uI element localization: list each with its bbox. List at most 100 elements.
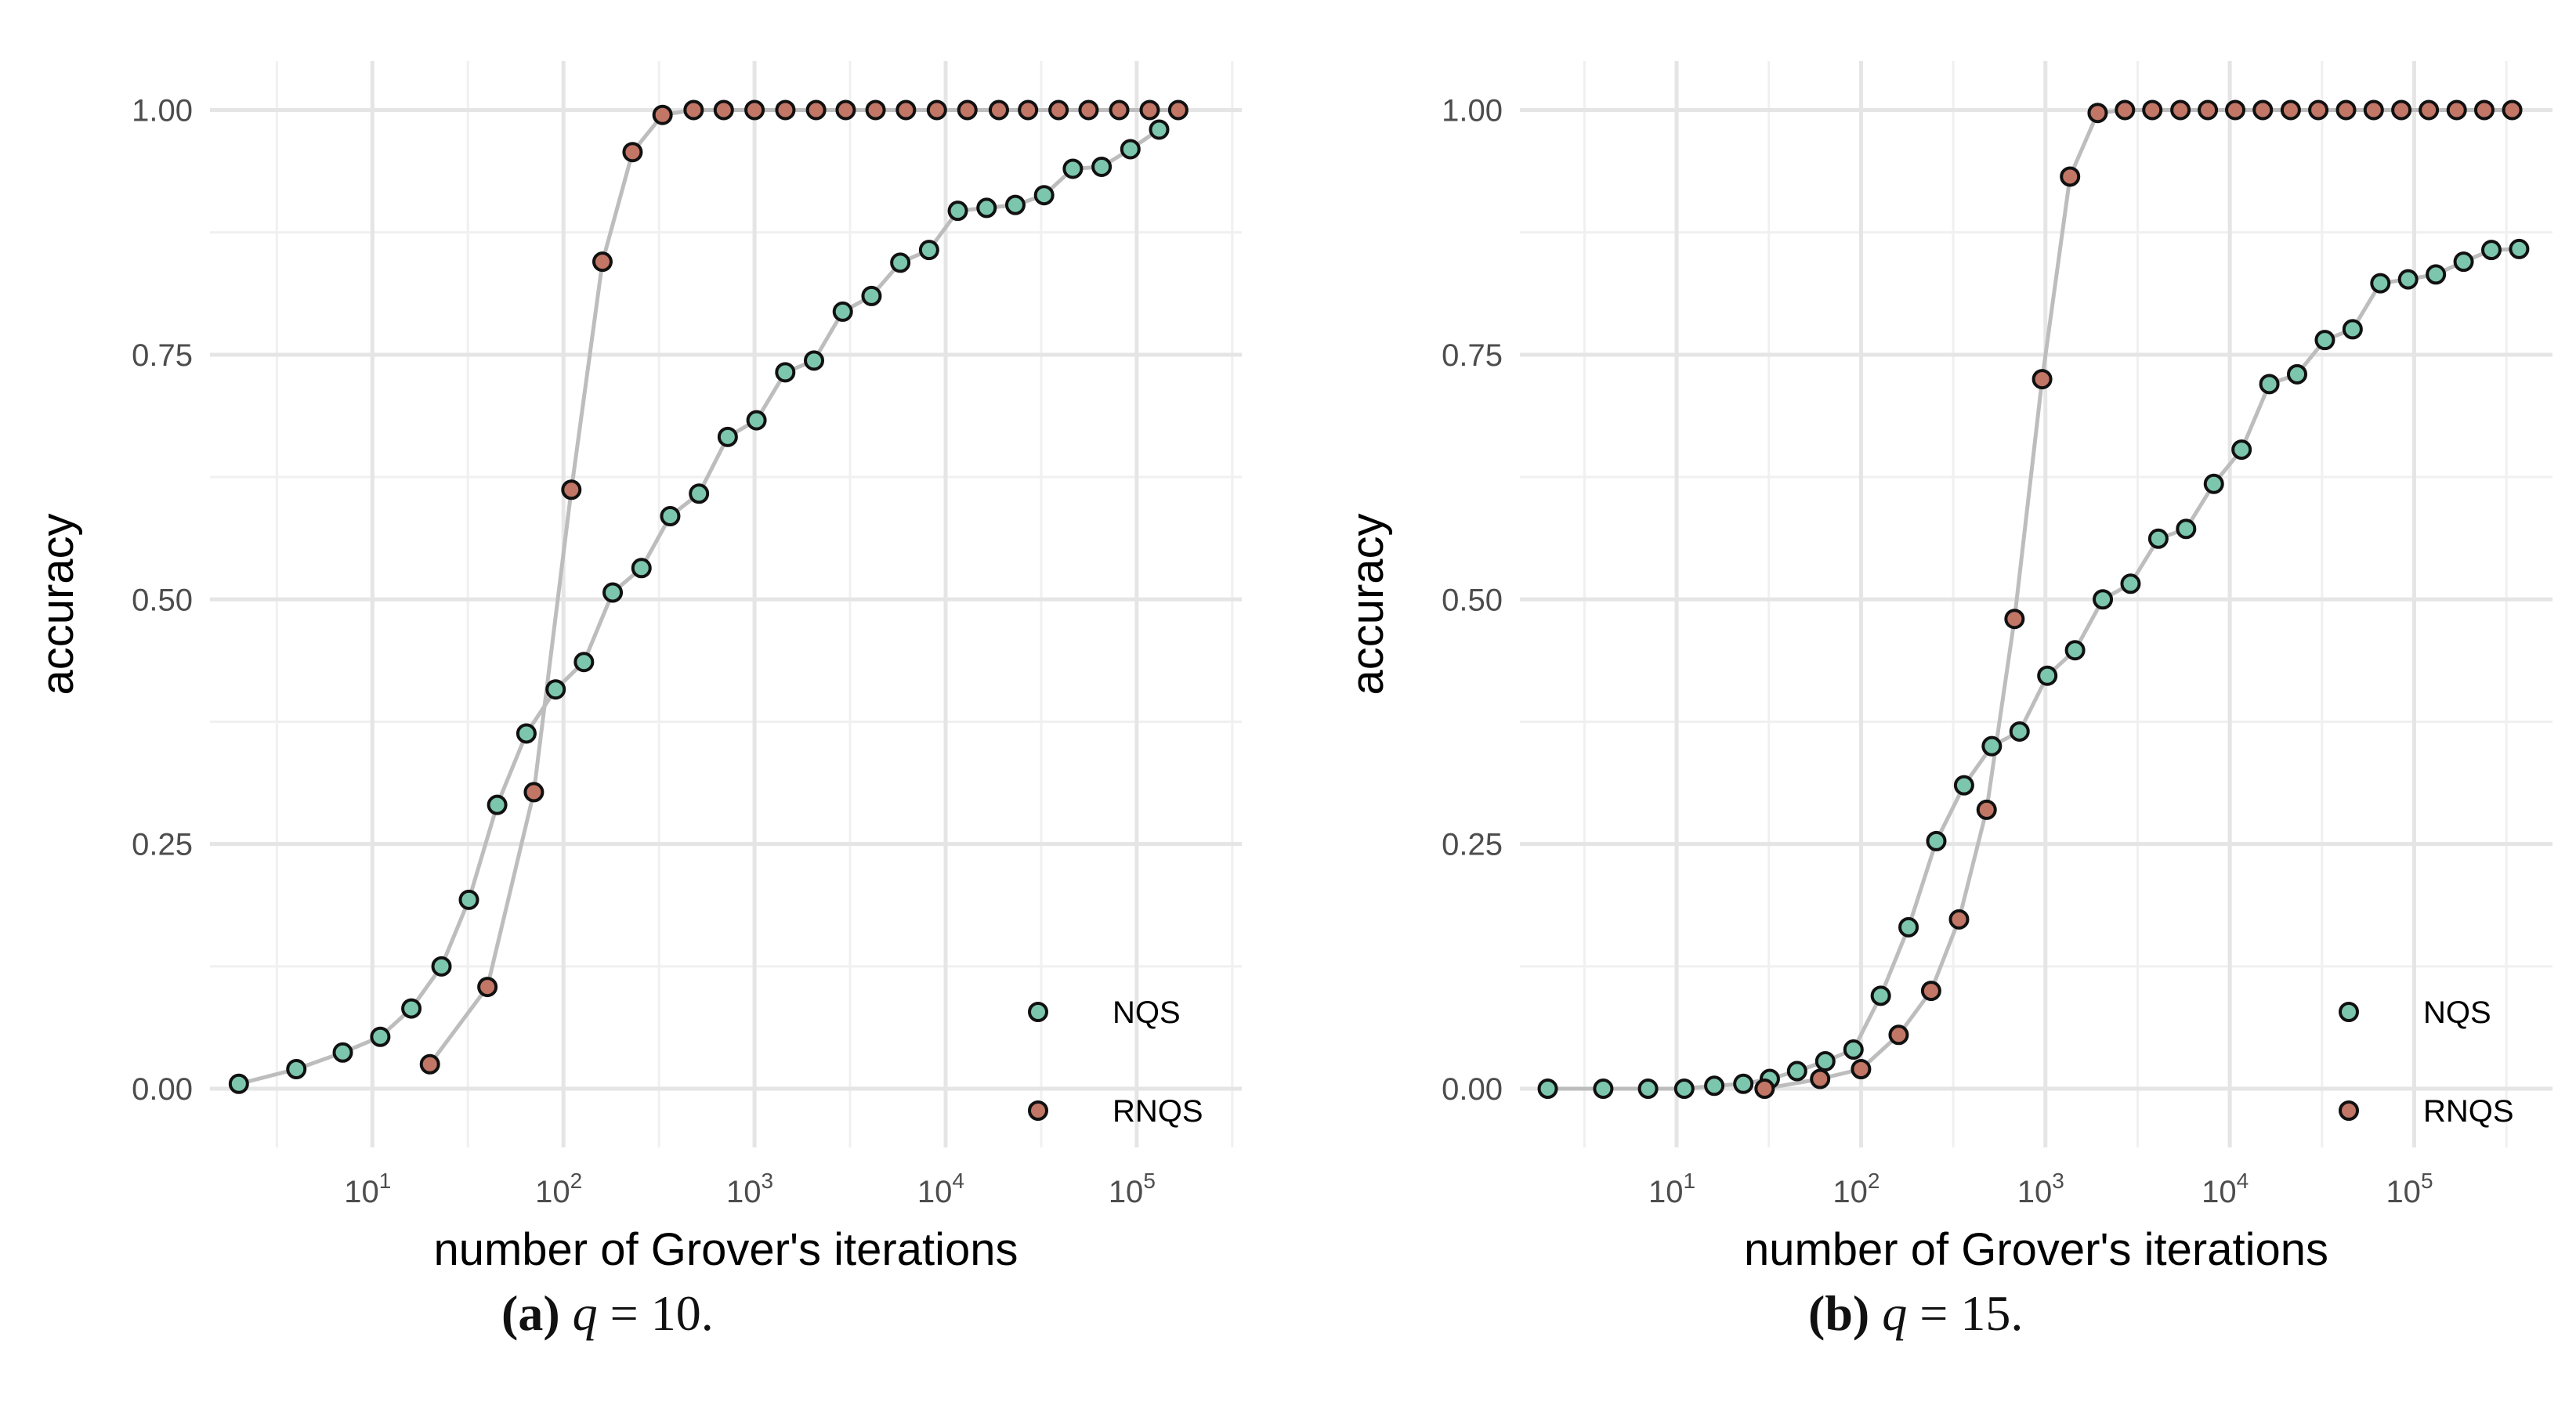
data-point-nqs xyxy=(1843,1039,1864,1060)
data-point-rnqs xyxy=(1948,909,1970,930)
legend-key-nqs xyxy=(1028,1002,1048,1022)
data-point-nqs xyxy=(228,1073,249,1094)
data-point-rnqs xyxy=(2115,99,2136,121)
data-point-nqs xyxy=(1786,1060,1807,1082)
caption-b-var: q xyxy=(1882,1285,1908,1341)
data-point-rnqs xyxy=(2225,99,2246,121)
data-point-nqs xyxy=(2064,640,2086,661)
data-point-rnqs xyxy=(2363,99,2384,121)
data-point-nqs xyxy=(2480,240,2502,261)
data-point-nqs xyxy=(1120,139,1141,160)
data-point-nqs xyxy=(2147,528,2169,549)
data-point-rnqs xyxy=(419,1053,440,1075)
legend-label-rnqs: RNQS xyxy=(2423,1094,2514,1129)
x-tick-label: 104 xyxy=(917,1169,964,1209)
data-point-nqs xyxy=(1704,1075,1725,1097)
data-point-nqs xyxy=(2259,374,2280,395)
series-line-nqs xyxy=(1547,247,2520,1091)
caption-b-eq: = 15. xyxy=(1907,1285,2024,1341)
data-point-rnqs xyxy=(1888,1024,1909,1046)
x-tick-label: 103 xyxy=(2017,1169,2064,1209)
data-point-nqs xyxy=(918,240,939,261)
data-point-nqs xyxy=(890,252,911,273)
data-point-nqs xyxy=(2397,269,2419,290)
data-point-rnqs xyxy=(2087,103,2108,124)
data-point-nqs xyxy=(545,679,566,700)
data-point-rnqs xyxy=(477,977,498,998)
data-point-rnqs xyxy=(523,782,545,803)
data-point-nqs xyxy=(1733,1073,1754,1094)
caption-a: (a) q = 10. xyxy=(501,1285,714,1342)
data-point-nqs xyxy=(2093,589,2114,610)
data-point-nqs xyxy=(1149,119,1170,140)
x-tick-label: 102 xyxy=(1833,1169,1880,1209)
data-point-rnqs xyxy=(561,479,582,500)
x-tick-label: 105 xyxy=(2386,1169,2433,1209)
data-point-nqs xyxy=(1673,1079,1695,1100)
y-tick-label: 0.00 xyxy=(132,1072,193,1107)
data-point-rnqs xyxy=(2004,609,2025,630)
caption-a-eq: = 10. xyxy=(597,1285,714,1341)
legend-key-nqs xyxy=(2339,1002,2359,1022)
data-point-rnqs xyxy=(775,99,796,121)
data-point-rnqs xyxy=(652,104,673,125)
data-point-nqs xyxy=(1637,1079,1659,1100)
data-point-nqs xyxy=(332,1042,353,1063)
data-point-nqs xyxy=(2287,363,2308,385)
data-point-nqs xyxy=(1926,830,1947,851)
x-tick-label: 103 xyxy=(726,1169,773,1209)
x-axis-title: number of Grover's iterations xyxy=(433,1224,1018,1275)
legend-label-nqs: NQS xyxy=(1113,995,1181,1030)
data-point-nqs xyxy=(2370,273,2391,294)
data-point-rnqs xyxy=(2170,99,2191,121)
data-point-rnqs xyxy=(744,99,765,121)
data-point-nqs xyxy=(2231,439,2252,461)
data-point-rnqs xyxy=(2502,99,2523,121)
y-tick-label: 0.00 xyxy=(1442,1072,1503,1107)
data-point-nqs xyxy=(2426,264,2447,285)
data-point-rnqs xyxy=(1078,99,1099,121)
data-point-rnqs xyxy=(1018,99,1039,121)
data-point-rnqs xyxy=(1920,981,1941,1002)
data-point-rnqs xyxy=(865,99,886,121)
data-point-nqs xyxy=(286,1059,307,1080)
data-point-nqs xyxy=(2453,251,2474,273)
data-point-rnqs xyxy=(1976,799,1997,820)
data-point-nqs xyxy=(746,410,767,431)
data-point-nqs xyxy=(1593,1079,1614,1100)
data-point-rnqs xyxy=(2252,99,2274,121)
data-point-nqs xyxy=(1814,1051,1836,1072)
data-point-nqs xyxy=(775,362,796,383)
data-point-rnqs xyxy=(2031,369,2053,390)
data-point-nqs xyxy=(2037,665,2058,686)
y-tick-label: 0.50 xyxy=(132,583,193,617)
legend-label-nqs: NQS xyxy=(2423,995,2491,1030)
data-point-rnqs xyxy=(713,99,734,121)
chart-panel-b: 0.00 0.25 0.50 0.75 1.00 101 102 103 104 105 numbe… xyxy=(1342,61,2552,1275)
data-point-nqs xyxy=(832,301,853,322)
y-tick-label: 1.00 xyxy=(1442,93,1503,128)
x-tick-label: 102 xyxy=(535,1169,582,1209)
y-tick-label: 1.00 xyxy=(132,93,193,128)
data-point-rnqs xyxy=(1167,99,1189,121)
legend-key-rnqs xyxy=(1028,1100,1048,1121)
x-axis-title: number of Grover's iterations xyxy=(1744,1224,2328,1275)
data-point-nqs xyxy=(1898,916,1919,938)
data-point-nqs xyxy=(602,582,624,603)
data-point-rnqs xyxy=(2060,166,2081,187)
y-tick-label: 0.50 xyxy=(1442,583,1503,617)
y-axis-title: accuracy xyxy=(32,513,83,695)
chart-panel-a: 0.00 0.25 0.50 0.75 1.00 101 102 103 104 105 numbe… xyxy=(32,61,1242,1275)
data-point-rnqs xyxy=(895,99,917,121)
data-point-nqs xyxy=(516,723,537,744)
data-point-rnqs xyxy=(592,251,613,273)
data-point-rnqs xyxy=(2446,99,2467,121)
data-point-nqs xyxy=(2120,573,2141,594)
data-point-rnqs xyxy=(957,99,978,121)
data-point-rnqs xyxy=(2391,99,2412,121)
series-line-rnqs xyxy=(428,108,1178,1066)
data-point-rnqs xyxy=(1109,99,1130,121)
data-point-nqs xyxy=(947,201,968,222)
data-point-nqs xyxy=(1981,735,2003,757)
caption-a-var: q xyxy=(572,1285,598,1341)
